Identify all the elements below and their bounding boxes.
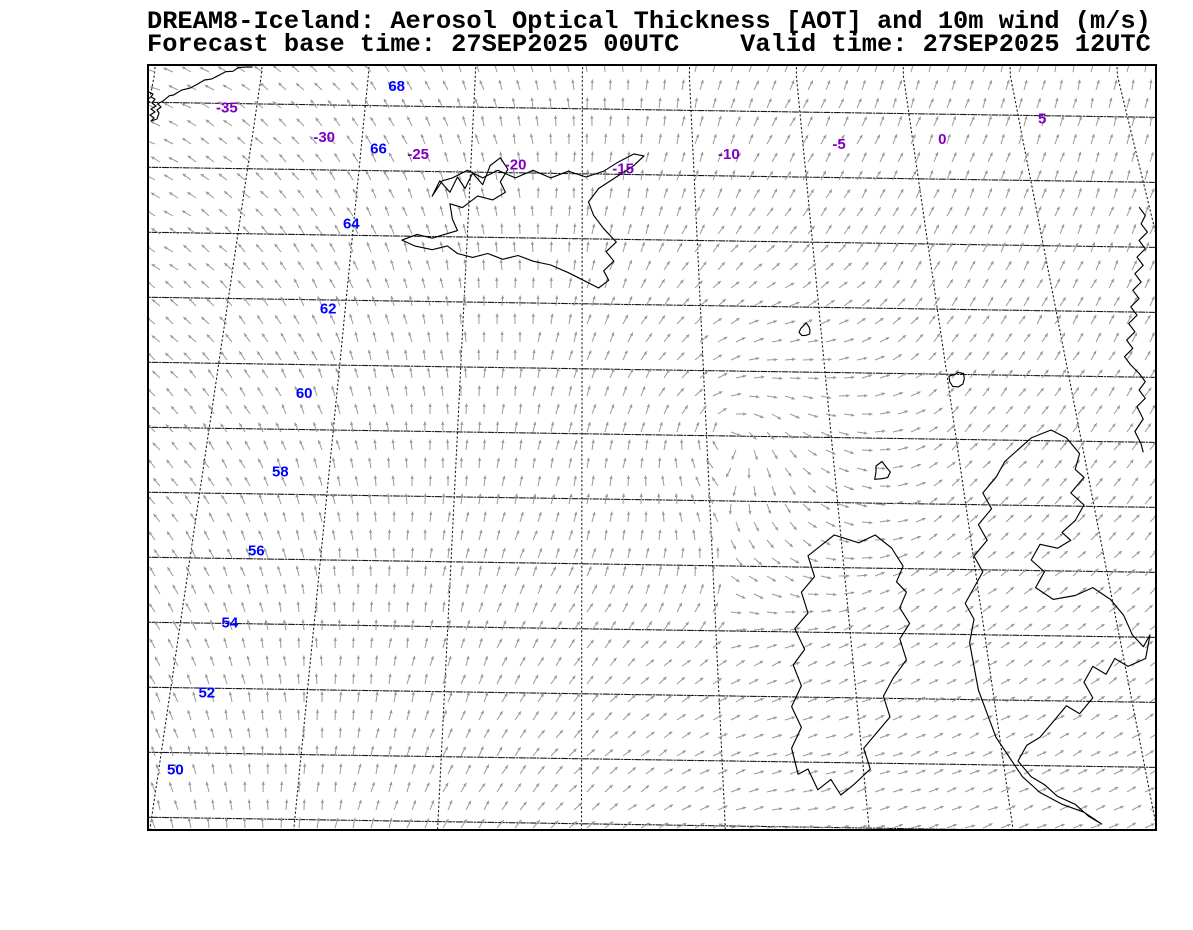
svg-text:-20: -20: [505, 156, 527, 173]
svg-text:-15: -15: [612, 161, 634, 178]
svg-text:58: 58: [272, 463, 289, 480]
svg-text:56: 56: [248, 543, 265, 560]
svg-text:62: 62: [320, 301, 337, 318]
svg-text:66: 66: [370, 141, 387, 158]
svg-text:52: 52: [198, 685, 215, 702]
svg-text:-10: -10: [718, 146, 740, 163]
svg-text:54: 54: [222, 614, 239, 631]
svg-text:60: 60: [296, 385, 313, 402]
svg-text:5: 5: [1038, 111, 1046, 128]
svg-text:-25: -25: [407, 146, 429, 163]
svg-text:50: 50: [167, 761, 184, 778]
svg-text:68: 68: [388, 78, 405, 95]
svg-text:64: 64: [343, 216, 360, 233]
svg-text:-5: -5: [832, 136, 845, 153]
svg-text:-35: -35: [216, 100, 238, 117]
svg-text:0: 0: [938, 131, 946, 148]
svg-text:-30: -30: [313, 129, 335, 146]
